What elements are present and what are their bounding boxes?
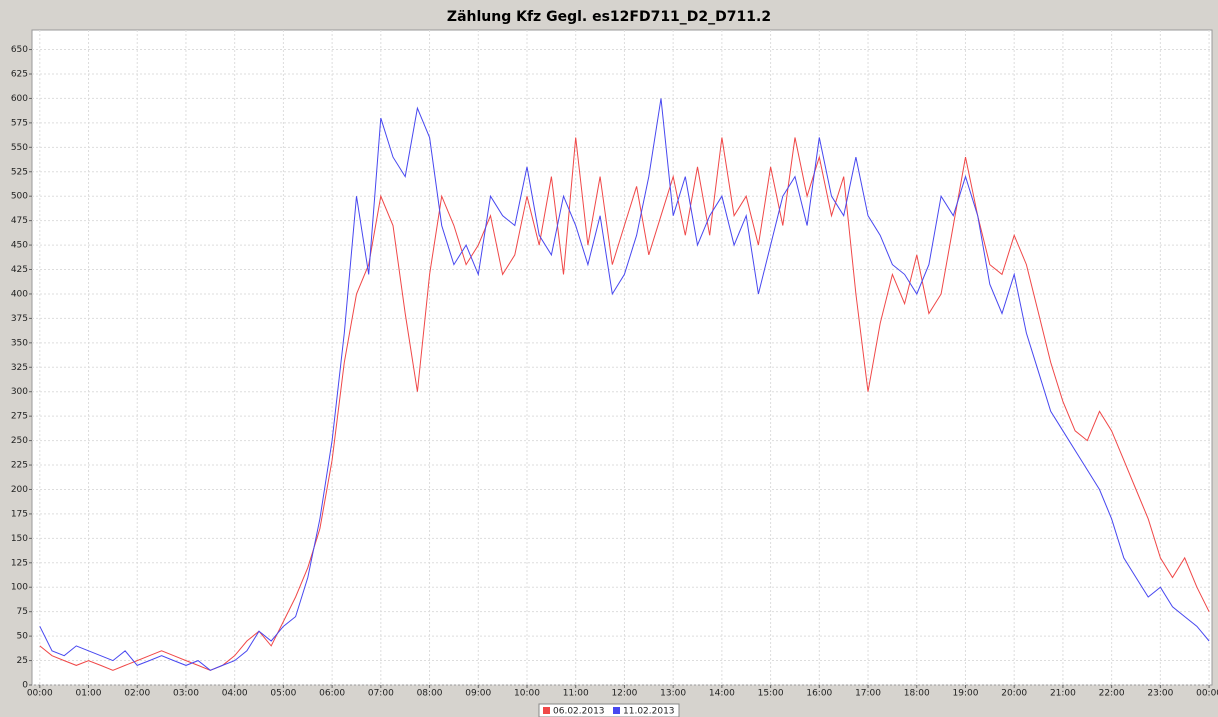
x-tick-label: 12:00 (611, 689, 637, 699)
chart-title: Zählung Kfz Gegl. es12FD711_D2_D711.2 (447, 9, 771, 25)
x-tick-label: 07:00 (368, 689, 394, 699)
y-tick-label: 350 (11, 338, 28, 348)
x-tick-label: 17:00 (855, 689, 881, 699)
y-tick-label: 450 (11, 241, 28, 251)
x-tick-label: 18:00 (904, 689, 930, 699)
y-tick-label: 275 (11, 412, 28, 422)
plot-area (31, 29, 1213, 686)
y-tick-label: 200 (11, 485, 28, 495)
x-tick-label: 13:00 (660, 689, 686, 699)
x-tick-label: 05:00 (270, 689, 296, 699)
legend-swatch (613, 707, 620, 714)
y-tick-label: 525 (11, 167, 28, 177)
y-tick-label: 600 (11, 94, 28, 104)
x-tick-label: 09:00 (465, 689, 491, 699)
y-tick-label: 175 (11, 509, 28, 519)
x-tick-label: 11:00 (563, 689, 589, 699)
legend-box (538, 703, 680, 717)
y-tick-label: 550 (11, 143, 28, 153)
x-tick-label: 22:00 (1099, 689, 1125, 699)
x-tick-label: 02:00 (124, 689, 150, 699)
y-tick-label: 100 (11, 583, 28, 593)
x-tick-label: 01:00 (76, 689, 102, 699)
y-tick-label: 150 (11, 534, 28, 544)
series-line (39, 98, 1210, 671)
y-tick-label: 0 (22, 681, 28, 691)
legend-swatch (543, 707, 550, 714)
x-tick-label: 15:00 (758, 689, 784, 699)
y-tick-label: 225 (11, 461, 28, 471)
y-tick-label: 300 (11, 387, 28, 397)
y-tick-label: 375 (11, 314, 28, 324)
x-tick-label: 23:00 (1147, 689, 1173, 699)
y-tick-label: 250 (11, 436, 28, 446)
y-tick-label: 75 (17, 607, 28, 617)
y-tick-label: 125 (11, 558, 28, 568)
y-tick-label: 650 (11, 45, 28, 55)
x-tick-label: 03:00 (173, 689, 199, 699)
x-tick-label: 04:00 (222, 689, 248, 699)
x-tick-label: 10:00 (514, 689, 540, 699)
y-tick-label: 475 (11, 216, 28, 226)
series-line (39, 137, 1210, 671)
x-tick-label: 06:00 (319, 689, 345, 699)
x-tick-label: 08:00 (417, 689, 443, 699)
legend-label: 06.02.2013 (553, 707, 605, 717)
y-tick-label: 325 (11, 363, 28, 373)
x-tick-label: 19:00 (953, 689, 979, 699)
x-tick-label: 21:00 (1050, 689, 1076, 699)
x-tick-label: 00:00 (27, 689, 53, 699)
y-tick-label: 25 (17, 656, 28, 666)
y-tick-label: 400 (11, 289, 28, 299)
y-tick-label: 575 (11, 118, 28, 128)
legend-label: 11.02.2013 (623, 707, 675, 717)
y-tick-label: 50 (17, 632, 29, 642)
x-tick-label: 16:00 (806, 689, 832, 699)
y-tick-label: 625 (11, 69, 28, 79)
y-tick-label: 425 (11, 265, 28, 275)
x-tick-label: 20:00 (1001, 689, 1027, 699)
x-tick-label: 14:00 (709, 689, 735, 699)
y-tick-label: 500 (11, 192, 28, 202)
x-tick-label: 00:00 (1196, 689, 1218, 699)
